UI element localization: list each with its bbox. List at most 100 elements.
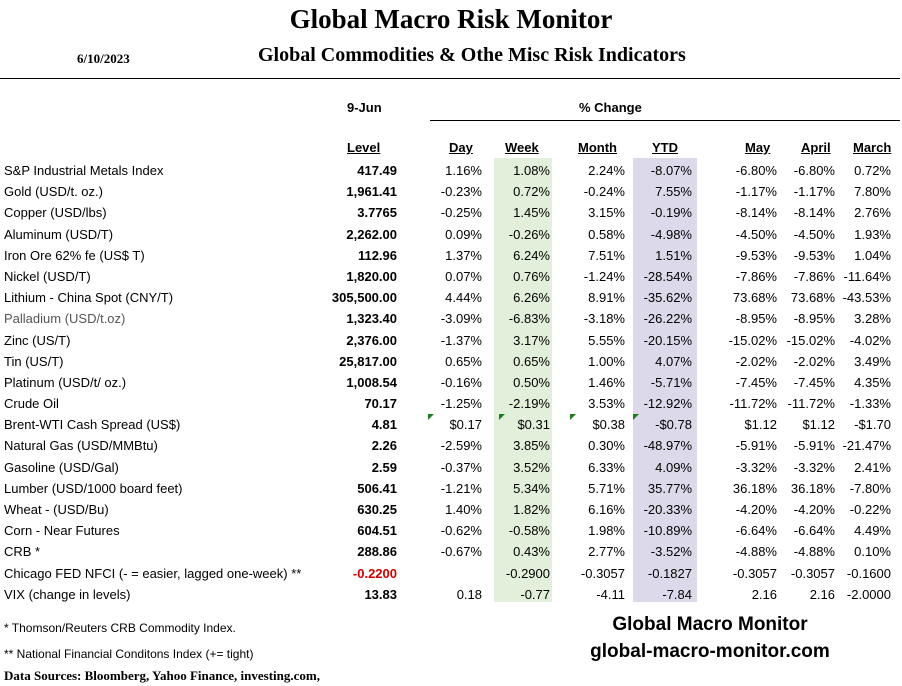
table-row: Nickel (USD/T) 1,820.00 0.07% 0.76% -1.24% -2… xyxy=(0,266,902,287)
cell-march: -7.80% xyxy=(849,480,891,496)
cell-week: -0.2900 xyxy=(505,565,550,581)
cell-month: -0.24% xyxy=(583,184,625,200)
cell-march: -11.64% xyxy=(843,268,891,284)
cell-week: 1.08% xyxy=(513,163,550,178)
cell-april: 36.18% xyxy=(790,480,835,496)
table-row: Palladium (USD/t.oz) 1,323.40 -3.09% -6.83%… xyxy=(0,308,902,329)
cell-day: 0.07% xyxy=(445,268,482,284)
cell-week: 5.34% xyxy=(513,480,550,496)
cell-april: -4.50% xyxy=(793,226,835,242)
pct-change-divider xyxy=(430,120,900,121)
cell-week: 0.65% xyxy=(513,353,550,369)
table-row: Corn - Near Futures 604.51 -0.62% -0.58% 1.9… xyxy=(0,520,902,541)
cell-ytd: -28.54% xyxy=(643,268,692,284)
cell-level: 2.26 xyxy=(371,438,397,454)
cell-week: 0.43% xyxy=(513,544,550,560)
cell-may: -4.20% xyxy=(735,502,777,517)
cell-march: -21.47% xyxy=(842,438,891,454)
cell-month: 0.30% xyxy=(588,438,625,454)
cell-ytd: -0.19% xyxy=(650,205,692,221)
cell-may: -5.91% xyxy=(735,438,777,454)
cell-april: $1.12 xyxy=(802,417,835,433)
cell-day: -3.09% xyxy=(440,311,482,327)
cell-week: 1.45% xyxy=(513,205,550,221)
cell-level: 417.49 xyxy=(357,163,397,178)
cell-ytd: 1.51% xyxy=(655,247,692,263)
cell-month: 1.46% xyxy=(588,374,625,390)
cell-label: Chicago FED NFCI (- = easier, lagged one… xyxy=(4,565,302,581)
table-row: Brent-WTI Cash Spread (US$) 4.81 $0.17 $0.3… xyxy=(0,414,902,435)
cell-march: -4.02% xyxy=(849,332,891,348)
table-row: Tin (US/T) 25,817.00 0.65% 0.65% 1.00% 4.07% -… xyxy=(0,351,902,372)
cell-month: 6.33% xyxy=(588,459,625,475)
cell-ytd: -26.22% xyxy=(643,311,692,327)
table-row: Crude Oil 70.17 -1.25% -2.19% 3.53% -12.92% -1… xyxy=(0,393,902,414)
cell-day: -0.25% xyxy=(440,205,482,221)
cell-ytd: -7.84 xyxy=(662,586,692,602)
cell-label: Copper (USD/lbs) xyxy=(4,205,107,221)
cell-march: 3.49% xyxy=(854,353,891,369)
cell-week: 1.82% xyxy=(513,502,550,517)
footnote-crb: * Thomson/Reuters CRB Commodity Index. xyxy=(4,621,236,635)
cell-level: 288.86 xyxy=(357,544,397,560)
cell-april: -15.02% xyxy=(786,332,835,348)
cell-week: 0.76% xyxy=(513,268,550,284)
cell-may: -8.14% xyxy=(735,205,777,221)
risk-table: S&P Industrial Metals Index 417.49 1.16% 1.… xyxy=(0,160,902,605)
pct-change-header: % Change xyxy=(579,100,642,115)
cell-april: -4.88% xyxy=(793,544,835,560)
col-header-may: May xyxy=(745,140,771,155)
cell-label: Tin (US/T) xyxy=(4,353,64,369)
cell-may: -15.02% xyxy=(728,332,777,348)
cell-month: -3.18% xyxy=(583,311,625,327)
comment-flag-icon xyxy=(633,414,639,421)
cell-label: Corn - Near Futures xyxy=(4,523,120,539)
table-row: Lithium - China Spot (CNY/T) 305,500.00 4.… xyxy=(0,287,902,308)
cell-level: 1,008.54 xyxy=(346,374,397,390)
cell-may: 2.16 xyxy=(751,586,777,602)
cell-ytd: 7.55% xyxy=(655,184,692,200)
cell-ytd: 4.09% xyxy=(655,459,692,475)
table-row: Gold (USD/t. oz.) 1,961.41 -0.23% 0.72% -0.2… xyxy=(0,181,902,202)
cell-month: -4.11 xyxy=(596,586,625,602)
cell-may: -6.64% xyxy=(735,523,777,539)
cell-level: 1,961.41 xyxy=(346,184,397,200)
cell-month: 2.24% xyxy=(588,163,625,178)
cell-label: Brent-WTI Cash Spread (US$) xyxy=(4,417,181,433)
cell-april: -8.14% xyxy=(793,205,835,221)
col-header-level: Level xyxy=(347,140,381,155)
cell-april: -7.86% xyxy=(793,268,835,284)
cell-level: 2.59 xyxy=(371,459,397,475)
cell-level: 630.25 xyxy=(357,502,397,517)
cell-may: -3.32% xyxy=(735,459,777,475)
table-row: Chicago FED NFCI (- = easier, lagged one… xyxy=(0,563,902,584)
cell-march: -2.0000 xyxy=(846,586,891,602)
cell-april: -1.17% xyxy=(793,184,835,200)
cell-day: $0.17 xyxy=(449,417,482,433)
table-row: Gasoline (USD/Gal) 2.59 -0.37% 3.52% 6.33% 4.… xyxy=(0,457,902,478)
cell-march: -0.22% xyxy=(849,502,891,517)
cell-ytd: 35.77% xyxy=(647,480,692,496)
cell-month: 5.55% xyxy=(588,332,625,348)
cell-day: -1.37% xyxy=(440,332,482,348)
comment-flag-icon xyxy=(499,414,505,421)
cell-day: 0.65% xyxy=(445,353,482,369)
cell-level: 1,820.00 xyxy=(346,268,397,284)
cell-april: -9.53% xyxy=(793,247,835,263)
cell-may: -4.88% xyxy=(735,544,777,560)
cell-may: -0.3057 xyxy=(732,565,777,581)
cell-may: -6.80% xyxy=(735,163,777,178)
cell-month: 0.58% xyxy=(588,226,625,242)
cell-week: 3.85% xyxy=(513,438,550,454)
cell-march: 1.93% xyxy=(854,226,891,242)
cell-day: 1.37% xyxy=(445,247,482,263)
table-row: S&P Industrial Metals Index 417.49 1.16% 1.… xyxy=(0,160,902,181)
report-date: 6/10/2023 xyxy=(77,51,130,66)
cell-label: Wheat - (USD/Bu) xyxy=(4,502,109,517)
cell-march: 0.72% xyxy=(854,163,891,178)
cell-may: -1.17% xyxy=(735,184,777,200)
cell-april: -2.02% xyxy=(793,353,835,369)
cell-level: 3.7765 xyxy=(357,205,397,221)
table-row: Aluminum (USD/T) 2,262.00 0.09% -0.26% 0.58%… xyxy=(0,224,902,245)
cell-label: Iron Ore 62% fe (US$ T) xyxy=(4,247,145,263)
